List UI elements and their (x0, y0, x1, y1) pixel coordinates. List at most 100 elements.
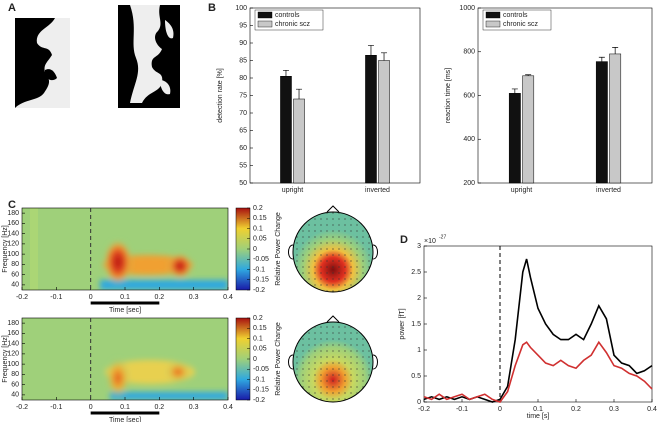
x-tick-label: upright (282, 187, 303, 194)
colorbar-tick-label: -0.2 (253, 287, 265, 294)
y-tick-label: 140 (7, 340, 19, 347)
y-tick-label: 90 (239, 40, 247, 47)
y-tick-label: 65 (239, 127, 247, 134)
y-axis-label: power [fT] (399, 308, 406, 339)
axis-exponent: -27 (439, 234, 446, 240)
y-tick-label: 100 (235, 5, 247, 12)
x-tick-label: 0.1 (120, 294, 130, 301)
bar (522, 75, 535, 184)
x-tick-label: 0.3 (609, 406, 619, 413)
y-tick-label: 600 (463, 92, 475, 99)
x-tick-label: 0 (89, 404, 93, 411)
colorbar-tick-label: -0.05 (253, 256, 269, 263)
x-tick-label: -0.1 (456, 406, 468, 413)
y-tick-label: 60 (239, 145, 247, 152)
y-tick-label: 1.5 (411, 321, 421, 328)
y-tick-label: 800 (463, 49, 475, 56)
bar (365, 55, 377, 184)
x-tick-label: 0.3 (189, 404, 199, 411)
y-tick-label: 80 (11, 371, 19, 378)
line (423, 258, 653, 403)
colorbar-tick-label: -0.15 (253, 387, 269, 394)
y-tick-label: 180 (7, 320, 19, 327)
x-tick-label: 0.2 (154, 404, 164, 411)
y-axis-label: reaction time [ms] (445, 68, 452, 123)
heatmap-image (22, 318, 228, 400)
y-tick-label: 1 (417, 347, 421, 354)
x-tick-label: -0.1 (50, 294, 62, 301)
error-bar (296, 88, 303, 99)
colorbar-tick-label: 0 (253, 246, 257, 253)
colorbar-tick-label: 0.1 (253, 335, 263, 342)
y-tick-label: 160 (7, 220, 19, 227)
y-tick-label: 50 (239, 180, 247, 187)
x-tick-label: 0.2 (571, 406, 581, 413)
y-tick-label: 180 (7, 210, 19, 217)
colorbar-tick-label: -0.05 (253, 366, 269, 373)
bar (280, 76, 292, 184)
error-bar (612, 47, 619, 54)
colorbar-tick-label: -0.15 (253, 277, 269, 284)
y-tick-label: 80 (239, 75, 247, 82)
legend-box (482, 9, 552, 31)
x-tick-label: 0.4 (223, 294, 233, 301)
y-axis-label: detection rate [%] (217, 68, 224, 123)
legend-swatch (257, 11, 273, 19)
y-tick-label: 60 (11, 381, 19, 388)
y-tick-label: 95 (239, 22, 247, 29)
y-axis-label: Frequency [Hz] (2, 225, 9, 273)
error-bar (511, 88, 518, 94)
colorbar-tick-label: 0.15 (253, 215, 267, 222)
y-tick-label: 85 (239, 57, 247, 64)
legend-label: controls (275, 12, 300, 19)
axes-frame (423, 245, 653, 403)
error-bar (598, 56, 605, 62)
error-bar (367, 45, 374, 56)
mooney-images (15, 5, 180, 108)
legend-box (254, 9, 324, 31)
x-tick-label: inverted (596, 187, 621, 194)
x-tick-label: 0 (89, 294, 93, 301)
colorbar-tick-label: 0 (253, 356, 257, 363)
y-axis-label: Relative Power Change (275, 322, 282, 396)
y-axis-label: Frequency [Hz] (2, 335, 9, 383)
y-tick-label: 0.5 (411, 373, 421, 380)
y-tick-label: 200 (463, 180, 475, 187)
legend-label: controls (503, 12, 528, 19)
legend-swatch (485, 20, 501, 28)
y-tick-label: 40 (11, 282, 19, 289)
panel-label: A (8, 2, 16, 14)
colorbar-tick-label: 0.05 (253, 236, 267, 243)
y-tick-label: 400 (463, 136, 475, 143)
panel-label: C (8, 199, 16, 211)
y-tick-label: 120 (7, 351, 19, 358)
x-axis-label: Time [sec] (109, 307, 141, 314)
x-tick-label: -0.1 (50, 404, 62, 411)
y-tick-label: 120 (7, 241, 19, 248)
colorbar-tick-label: 0.15 (253, 325, 267, 332)
legend-label: chronic scz (275, 21, 311, 28)
x-tick-label: 0.2 (154, 294, 164, 301)
axes-frame (249, 7, 421, 184)
heatmap-image (22, 208, 228, 290)
axes-frame (477, 7, 653, 184)
y-tick-label: 1000 (459, 5, 475, 12)
y-tick-label: 2.5 (411, 269, 421, 276)
x-tick-label: 0.4 (223, 404, 233, 411)
y-tick-label: 160 (7, 330, 19, 337)
x-tick-label: 0.1 (120, 404, 130, 411)
bar (595, 61, 608, 184)
x-tick-label: 0.4 (647, 406, 657, 413)
panel-label: B (208, 2, 216, 14)
bar (293, 98, 305, 184)
x-axis-label: Time [sec] (109, 417, 141, 422)
colorbar-tick-label: -0.1 (253, 376, 265, 383)
y-axis-label: Relative Power Change (275, 212, 282, 286)
y-tick-label: 60 (11, 271, 19, 278)
colorbar-tick-label: 0.05 (253, 346, 267, 353)
legend-swatch (485, 11, 501, 19)
bar (609, 53, 622, 184)
y-tick-label: 75 (239, 92, 247, 99)
x-tick-label: upright (511, 187, 532, 194)
